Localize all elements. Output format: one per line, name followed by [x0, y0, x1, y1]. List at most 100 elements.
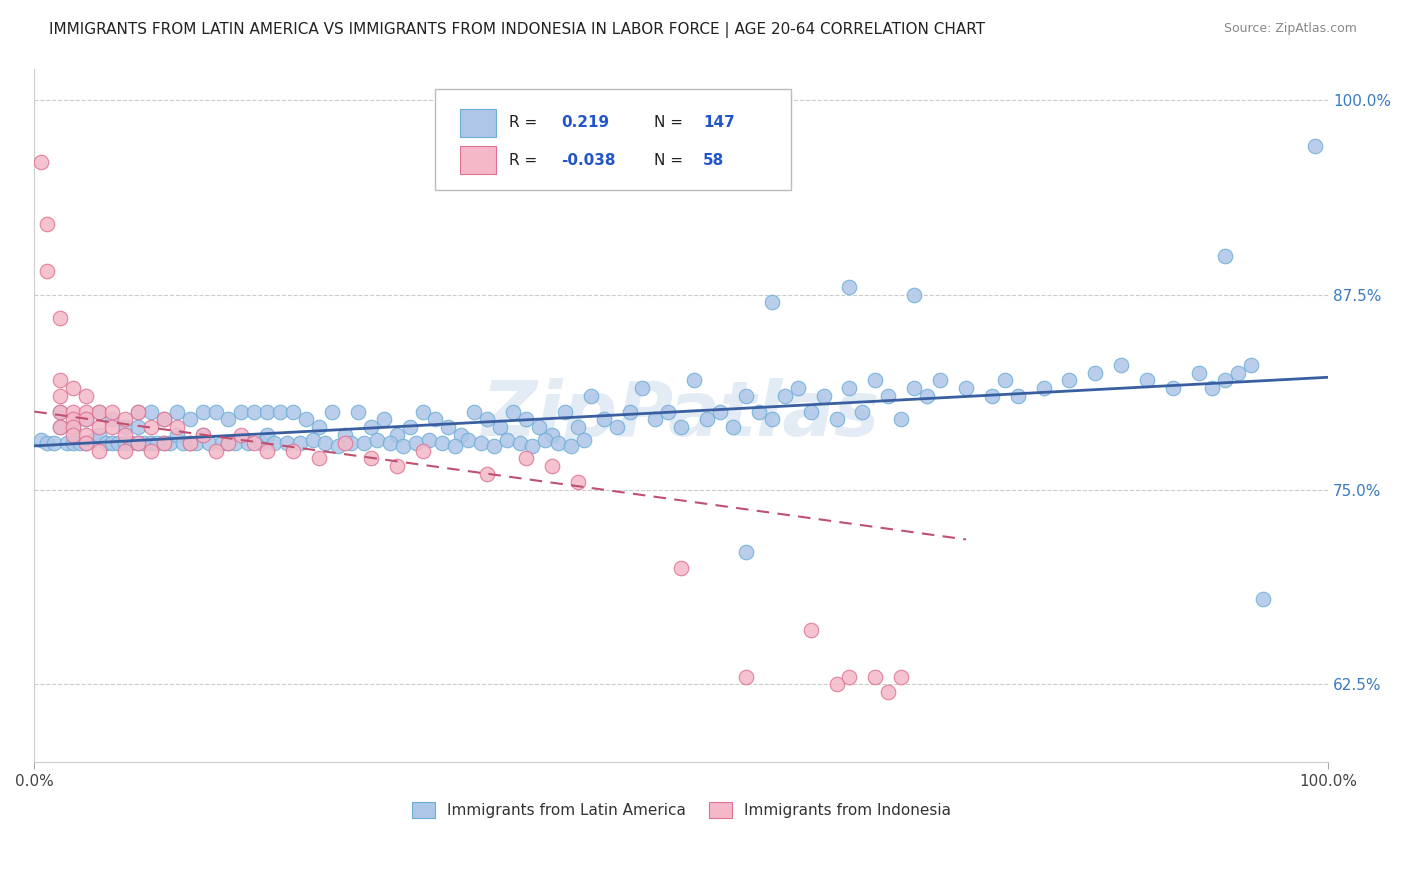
- Point: [114, 420, 136, 434]
- Point: [49, 404, 72, 418]
- Point: [49, 420, 72, 434]
- Point: [75, 428, 97, 442]
- Point: [450, 428, 472, 442]
- Point: [541, 428, 564, 442]
- Point: [217, 435, 239, 450]
- Point: [735, 545, 758, 559]
- Point: [152, 412, 174, 426]
- Point: [37, 218, 59, 232]
- Point: [631, 381, 654, 395]
- Point: [134, 435, 156, 450]
- Point: [37, 264, 59, 278]
- Point: [184, 435, 207, 450]
- Point: [62, 420, 84, 434]
- Point: [30, 433, 52, 447]
- Point: [800, 623, 823, 637]
- Point: [107, 435, 129, 450]
- Point: [217, 435, 239, 450]
- Point: [903, 381, 925, 395]
- Point: [30, 155, 52, 169]
- Point: [425, 412, 447, 426]
- Point: [502, 404, 524, 418]
- Point: [412, 443, 434, 458]
- Point: [62, 420, 84, 434]
- Point: [1188, 366, 1211, 380]
- Point: [62, 381, 84, 395]
- Point: [554, 404, 576, 418]
- Point: [179, 412, 201, 426]
- Point: [328, 439, 350, 453]
- Point: [1239, 358, 1261, 372]
- Point: [534, 433, 557, 447]
- Point: [1213, 249, 1236, 263]
- Point: [515, 412, 537, 426]
- Point: [463, 404, 485, 418]
- Point: [761, 295, 783, 310]
- Point: [786, 381, 808, 395]
- Text: 0.219: 0.219: [561, 115, 609, 130]
- Point: [527, 420, 550, 434]
- Point: [353, 435, 375, 450]
- Point: [360, 420, 382, 434]
- Point: [392, 439, 415, 453]
- Point: [139, 404, 162, 418]
- Text: ZipPatlas: ZipPatlas: [482, 378, 880, 452]
- Point: [139, 443, 162, 458]
- Point: [87, 428, 110, 442]
- Point: [49, 373, 72, 387]
- Point: [191, 404, 214, 418]
- Point: [114, 412, 136, 426]
- Text: 147: 147: [703, 115, 735, 130]
- Point: [263, 435, 285, 450]
- Point: [838, 670, 860, 684]
- Point: [94, 435, 117, 450]
- Point: [606, 420, 628, 434]
- Point: [340, 435, 363, 450]
- Point: [980, 389, 1002, 403]
- Point: [489, 420, 512, 434]
- Point: [114, 428, 136, 442]
- Point: [903, 287, 925, 301]
- Point: [683, 373, 706, 387]
- Point: [567, 420, 589, 434]
- Point: [515, 451, 537, 466]
- Point: [49, 311, 72, 326]
- Point: [82, 433, 104, 447]
- FancyBboxPatch shape: [436, 89, 792, 190]
- Bar: [460, 109, 496, 136]
- Point: [1226, 366, 1249, 380]
- Point: [430, 435, 453, 450]
- Point: [671, 420, 693, 434]
- Point: [418, 433, 440, 447]
- Point: [477, 467, 499, 481]
- Point: [929, 373, 952, 387]
- Point: [838, 381, 860, 395]
- Point: [592, 412, 614, 426]
- Point: [657, 404, 679, 418]
- Point: [1007, 389, 1029, 403]
- Point: [735, 670, 758, 684]
- Point: [761, 412, 783, 426]
- Point: [231, 428, 253, 442]
- Point: [101, 412, 124, 426]
- Point: [495, 433, 517, 447]
- Point: [75, 435, 97, 450]
- Point: [159, 435, 181, 450]
- Point: [1201, 381, 1223, 395]
- Point: [579, 389, 602, 403]
- Point: [87, 404, 110, 418]
- Point: [378, 435, 401, 450]
- Point: [838, 280, 860, 294]
- Point: [256, 443, 278, 458]
- Point: [366, 433, 388, 447]
- Point: [166, 404, 188, 418]
- Point: [522, 439, 544, 453]
- Point: [211, 435, 233, 450]
- Point: [994, 373, 1017, 387]
- Point: [256, 404, 278, 418]
- Point: [314, 435, 336, 450]
- Point: [851, 404, 873, 418]
- Point: [204, 443, 226, 458]
- Point: [62, 404, 84, 418]
- Point: [1136, 373, 1159, 387]
